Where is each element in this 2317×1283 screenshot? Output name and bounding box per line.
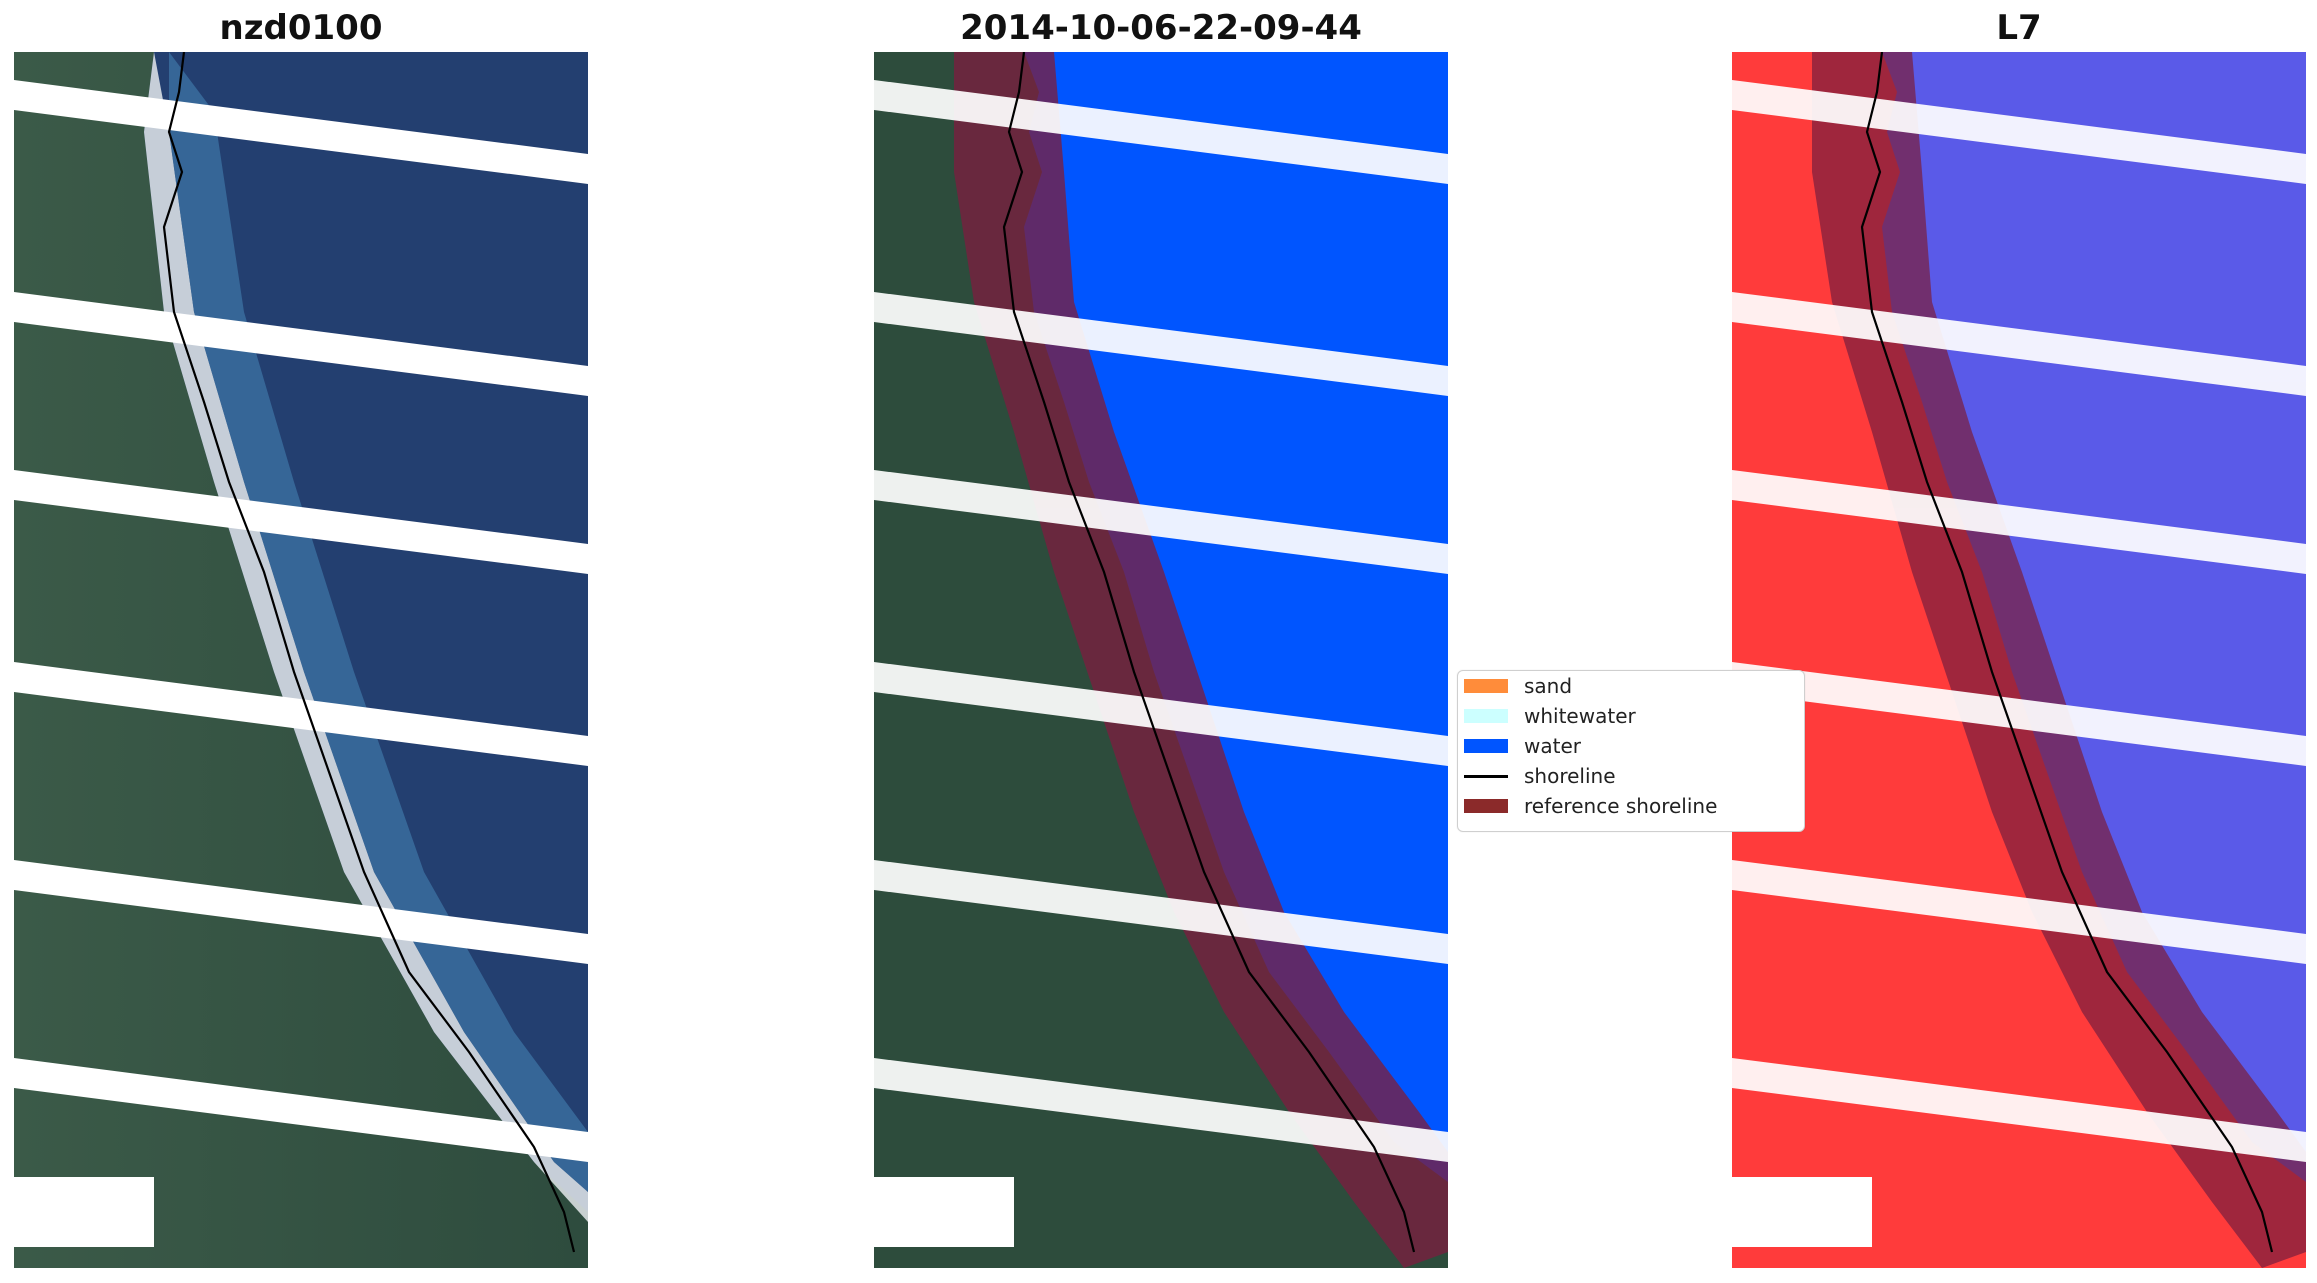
legend-swatch-whitewater [1464,709,1508,723]
index-image-panel [1732,52,2306,1268]
legend-item-shoreline: shoreline [1458,761,1804,791]
legend-label-sand: sand [1524,674,1573,698]
legend-line-shoreline [1464,775,1508,778]
legend-label-water: water [1524,734,1581,758]
legend: sand whitewater water shoreline referenc… [1457,670,1805,832]
legend-swatch-water [1464,739,1508,753]
legend-swatch-sand [1464,679,1508,693]
legend-item-whitewater: whitewater [1458,701,1804,731]
scan-line-gaps [14,80,588,1162]
legend-label-whitewater: whitewater [1524,704,1636,728]
panel-title-left: nzd0100 [219,8,383,48]
legend-item-sand: sand [1458,671,1804,701]
legend-label-shoreline: shoreline [1524,764,1616,788]
panel-title-right: L7 [1996,8,2042,48]
rgb-image-panel [14,52,588,1268]
legend-item-reference-shoreline: reference shoreline [1458,791,1804,821]
legend-item-water: water [1458,731,1804,761]
shoreline-line [162,52,576,1253]
legend-label-reference-shoreline: reference shoreline [1524,794,1718,818]
panel-title-middle: 2014-10-06-22-09-44 [960,8,1362,48]
legend-swatch-reference-shoreline [1464,799,1508,813]
land-area [14,52,588,1268]
reference-shoreline-buffer [954,52,1448,1268]
classified-image-panel [874,52,1448,1268]
